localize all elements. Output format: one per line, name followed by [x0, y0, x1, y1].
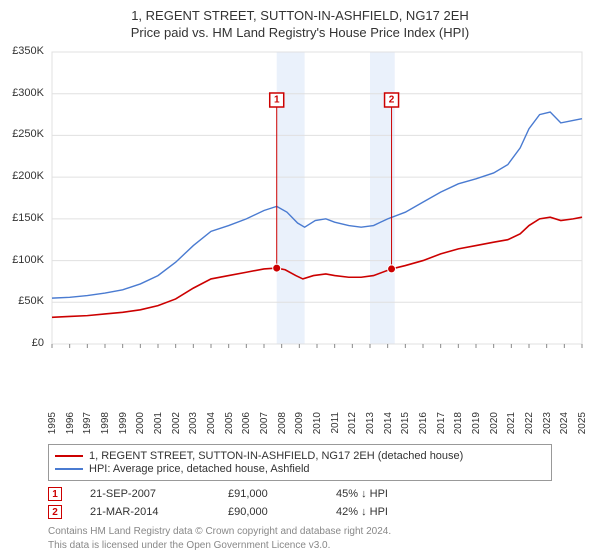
transaction-date: 21-SEP-2007	[90, 488, 200, 500]
x-axis-tick-label: 2024	[559, 412, 570, 434]
x-axis-tick-label: 2019	[471, 412, 482, 434]
legend-label-hpi: HPI: Average price, detached house, Ashf…	[89, 463, 310, 475]
x-axis-tick-label: 2004	[206, 412, 217, 434]
x-axis-tick-label: 1999	[118, 412, 129, 434]
transaction-row: 2 21-MAR-2014 £90,000 42% ↓ HPI	[48, 505, 552, 519]
y-axis-tick-label: £200K	[0, 170, 44, 182]
svg-text:1: 1	[274, 95, 280, 106]
transaction-price: £90,000	[228, 506, 308, 518]
svg-text:2: 2	[389, 95, 395, 106]
legend-swatch-price-paid	[55, 455, 83, 457]
transaction-delta: 45% ↓ HPI	[336, 488, 388, 500]
y-axis-tick-label: £50K	[0, 295, 44, 307]
transaction-price: £91,000	[228, 488, 308, 500]
x-axis-tick-label: 2018	[453, 412, 464, 434]
x-axis-tick-label: 2015	[400, 412, 411, 434]
legend-swatch-hpi	[55, 468, 83, 470]
x-axis-tick-label: 2022	[524, 412, 535, 434]
transaction-marker-1: 1	[48, 487, 62, 501]
x-axis-tick-label: 1998	[100, 412, 111, 434]
x-axis-tick-label: 2003	[188, 412, 199, 434]
x-axis-tick-label: 2008	[277, 412, 288, 434]
x-axis-tick-label: 2014	[383, 412, 394, 434]
transaction-delta: 42% ↓ HPI	[336, 506, 388, 518]
legend-label-price-paid: 1, REGENT STREET, SUTTON-IN-ASHFIELD, NG…	[89, 450, 463, 462]
y-axis-tick-label: £300K	[0, 87, 44, 99]
footer-attribution: Contains HM Land Registry data © Crown c…	[48, 525, 552, 552]
y-axis-tick-label: £100K	[0, 254, 44, 266]
x-axis-tick-label: 1996	[65, 412, 76, 434]
x-axis-tick-label: 2000	[135, 412, 146, 434]
x-axis-tick-label: 2012	[347, 412, 358, 434]
y-axis-tick-label: £0	[0, 337, 44, 349]
transaction-row: 1 21-SEP-2007 £91,000 45% ↓ HPI	[48, 487, 552, 501]
legend-row-price-paid: 1, REGENT STREET, SUTTON-IN-ASHFIELD, NG…	[55, 450, 545, 462]
title-line-2: Price paid vs. HM Land Registry's House …	[0, 25, 600, 40]
x-axis-tick-label: 2021	[506, 412, 517, 434]
transaction-date: 21-MAR-2014	[90, 506, 200, 518]
x-axis-tick-label: 2017	[436, 412, 447, 434]
y-axis-tick-label: £350K	[0, 45, 44, 57]
legend-row-hpi: HPI: Average price, detached house, Ashf…	[55, 463, 545, 475]
x-axis-tick-label: 2009	[294, 412, 305, 434]
x-axis-tick-label: 2020	[489, 412, 500, 434]
x-axis-tick-label: 2010	[312, 412, 323, 434]
footer-line-2: This data is licensed under the Open Gov…	[48, 539, 552, 553]
transaction-marker-2: 2	[48, 505, 62, 519]
x-axis-tick-label: 1995	[47, 412, 58, 434]
x-axis-tick-label: 2002	[171, 412, 182, 434]
x-axis-tick-label: 2013	[365, 412, 376, 434]
y-axis-tick-label: £250K	[0, 128, 44, 140]
x-axis-tick-label: 2006	[241, 412, 252, 434]
x-axis-tick-label: 2005	[224, 412, 235, 434]
y-axis-tick-label: £150K	[0, 212, 44, 224]
x-axis-tick-label: 2001	[153, 412, 164, 434]
legend-box: 1, REGENT STREET, SUTTON-IN-ASHFIELD, NG…	[48, 444, 552, 481]
x-axis-tick-label: 2007	[259, 412, 270, 434]
transactions-table: 1 21-SEP-2007 £91,000 45% ↓ HPI 2 21-MAR…	[48, 487, 552, 519]
line-chart-svg: 12	[48, 48, 588, 388]
x-axis-tick-label: 2011	[330, 412, 341, 434]
x-axis-tick-label: 2016	[418, 412, 429, 434]
x-axis-tick-label: 2025	[577, 412, 588, 434]
footer-line-1: Contains HM Land Registry data © Crown c…	[48, 525, 552, 539]
x-axis-tick-label: 1997	[82, 412, 93, 434]
chart-area: 12 £0£50K£100K£150K£200K£250K£300K£350K1…	[0, 40, 600, 440]
x-axis-tick-label: 2023	[542, 412, 553, 434]
title-line-1: 1, REGENT STREET, SUTTON-IN-ASHFIELD, NG…	[0, 8, 600, 23]
